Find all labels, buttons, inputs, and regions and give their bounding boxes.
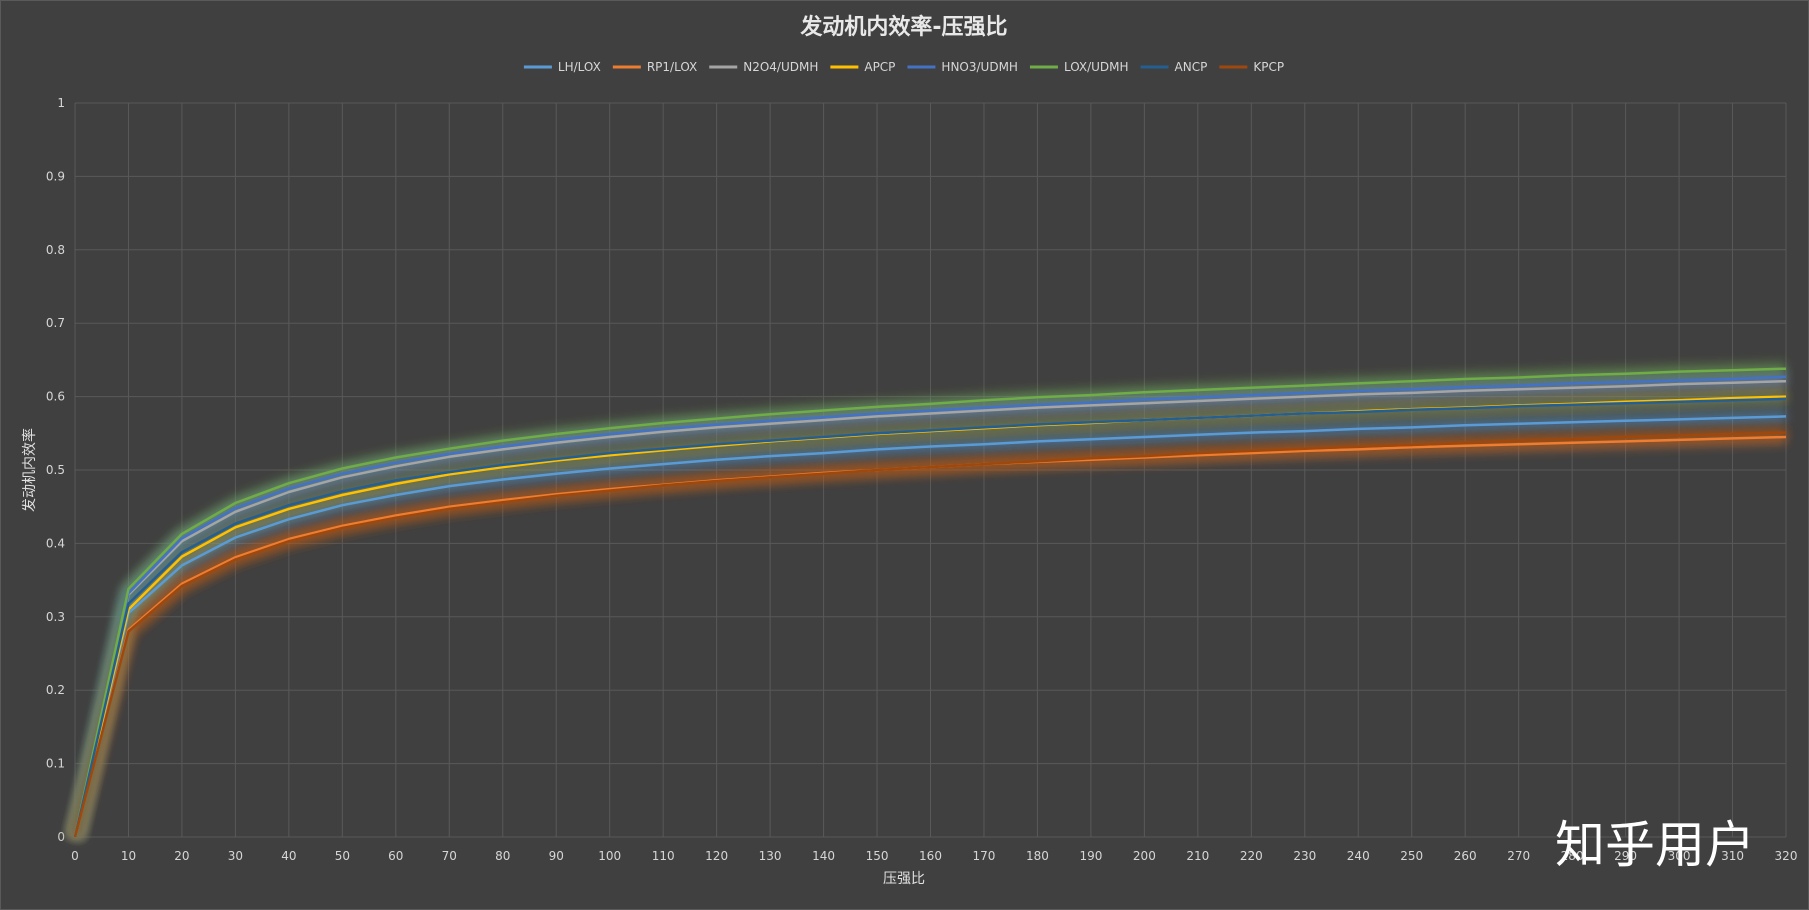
y-tick-label: 0.7 bbox=[46, 316, 65, 330]
y-tick-label: 1 bbox=[57, 96, 65, 110]
x-tick-label: 100 bbox=[598, 849, 621, 863]
x-axis-title: 压强比 bbox=[883, 871, 925, 887]
series-line-5 bbox=[73, 367, 1787, 838]
y-axis-title: 发动机内效率 bbox=[21, 428, 38, 512]
legend-item: HNO3/UDMH bbox=[907, 60, 1018, 74]
legend-label: KPCP bbox=[1253, 60, 1284, 74]
legend-item: ANCP bbox=[1140, 60, 1208, 74]
legend-item: N2O4/UDMH bbox=[709, 60, 818, 74]
x-tick-label: 120 bbox=[705, 849, 728, 863]
x-tick-label: 270 bbox=[1507, 849, 1530, 863]
x-tick-label: 180 bbox=[1026, 849, 1049, 863]
x-tick-label: 300 bbox=[1668, 849, 1691, 863]
legend-label: HNO3/UDMH bbox=[941, 60, 1018, 74]
x-tick-label: 10 bbox=[121, 849, 136, 863]
legend-label: LOX/UDMH bbox=[1064, 60, 1129, 74]
legend-item: LH/LOX bbox=[523, 60, 601, 74]
x-tick-label: 50 bbox=[335, 849, 350, 863]
x-tick-label: 150 bbox=[866, 849, 889, 863]
x-tick-label: 110 bbox=[652, 849, 675, 863]
y-tick-label: 0 bbox=[57, 830, 65, 844]
x-tick-label: 310 bbox=[1721, 849, 1744, 863]
legend-label: APCP bbox=[864, 60, 895, 74]
legend: LH/LOX RP1/LOX N2O4/UDMH APCP HNO3/UDMH LOX/U… bbox=[523, 60, 1284, 74]
legend-item: KPCP bbox=[1219, 60, 1284, 74]
x-tick-label: 70 bbox=[442, 849, 457, 863]
series-line-7 bbox=[73, 431, 1787, 838]
x-tick-label: 160 bbox=[919, 849, 942, 863]
x-tick-label: 0 bbox=[71, 849, 79, 863]
legend-label: RP1/LOX bbox=[647, 60, 697, 74]
legend-item: APCP bbox=[830, 60, 895, 74]
series-line-4 bbox=[73, 375, 1787, 838]
y-tick-label: 0.3 bbox=[46, 610, 65, 624]
x-tick-label: 220 bbox=[1240, 849, 1263, 863]
legend-label: N2O4/UDMH bbox=[743, 60, 818, 74]
series-lines bbox=[73, 367, 1787, 838]
x-tick-label: 210 bbox=[1186, 849, 1209, 863]
x-tick-label: 20 bbox=[174, 849, 189, 863]
x-tick-label: 240 bbox=[1347, 849, 1370, 863]
y-tick-label: 0.9 bbox=[46, 169, 65, 183]
x-tick-label: 60 bbox=[388, 849, 403, 863]
series-line-2 bbox=[73, 379, 1787, 838]
x-tick-label: 230 bbox=[1293, 849, 1316, 863]
y-axis-ticks: 0 0.1 0.2 0.3 0.4 0.5 0.6 0.7 0.8 0.9 1 bbox=[46, 96, 65, 844]
x-tick-label: 200 bbox=[1133, 849, 1156, 863]
legend-item: LOX/UDMH bbox=[1029, 60, 1129, 74]
series-line-6 bbox=[73, 397, 1787, 838]
x-tick-label: 140 bbox=[812, 849, 835, 863]
x-tick-label: 170 bbox=[973, 849, 996, 863]
legend-item: RP1/LOX bbox=[612, 60, 697, 74]
y-tick-label: 0.4 bbox=[46, 536, 65, 550]
x-tick-label: 40 bbox=[281, 849, 296, 863]
watermark: 知乎用户 bbox=[1555, 816, 1755, 874]
x-tick-label: 190 bbox=[1079, 849, 1102, 863]
y-tick-label: 0.8 bbox=[46, 243, 65, 257]
x-tick-label: 290 bbox=[1614, 849, 1637, 863]
y-tick-label: 0.1 bbox=[46, 757, 65, 771]
y-tick-label: 0.5 bbox=[46, 463, 65, 477]
x-tick-label: 30 bbox=[228, 849, 243, 863]
legend-label: ANCP bbox=[1175, 60, 1208, 74]
series-line-0 bbox=[73, 415, 1787, 838]
x-tick-label: 260 bbox=[1454, 849, 1477, 863]
x-tick-label: 320 bbox=[1775, 849, 1798, 863]
x-tick-label: 90 bbox=[549, 849, 564, 863]
x-tick-label: 80 bbox=[495, 849, 510, 863]
x-tick-label: 250 bbox=[1400, 849, 1423, 863]
x-axis-ticks: 0 10 20 30 40 50 60 70 80 90 100 110 120 130 140 150 160… bbox=[71, 849, 1797, 863]
x-tick-label: 280 bbox=[1561, 849, 1584, 863]
legend-label: LH/LOX bbox=[558, 60, 601, 74]
y-tick-label: 0.2 bbox=[46, 683, 65, 697]
x-tick-label: 130 bbox=[759, 849, 782, 863]
chart-title: 发动机内效率-压强比 bbox=[799, 14, 1007, 40]
y-tick-label: 0.6 bbox=[46, 390, 65, 404]
